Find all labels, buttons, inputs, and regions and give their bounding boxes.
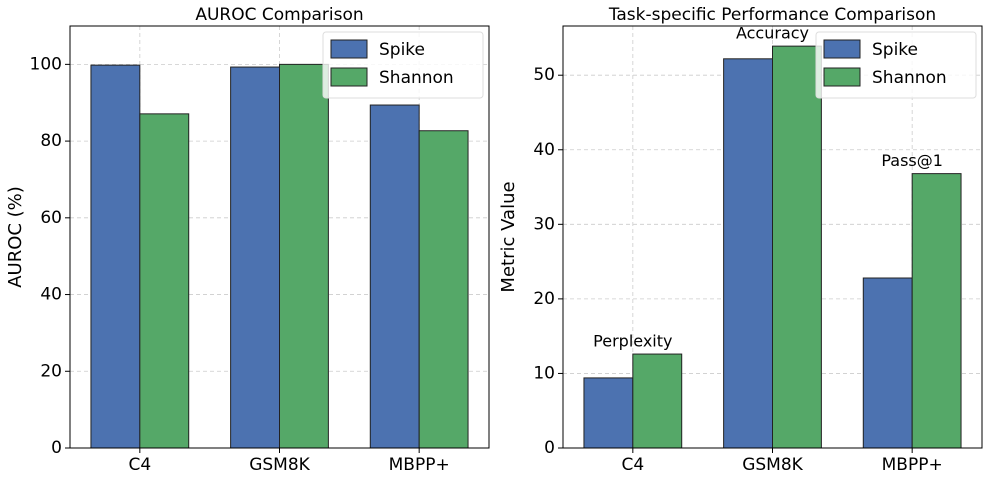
bar	[772, 45, 822, 449]
bar	[230, 66, 281, 449]
y-tick-label: 10	[533, 363, 555, 383]
annotation: Pass@1	[881, 151, 943, 170]
y-tick-label: 20	[40, 361, 62, 381]
y-tick-label: 50	[533, 65, 555, 85]
legend-swatch	[330, 67, 368, 87]
chart-title: Task-specific Performance Comparison	[608, 5, 936, 25]
y-axis-label: Metric Value	[498, 181, 519, 292]
y-tick-label: 20	[533, 289, 555, 309]
annotation: Perplexity	[593, 332, 672, 351]
chart-title: AUROC Comparison	[195, 5, 363, 25]
y-tick-label: 80	[40, 131, 62, 151]
legend-swatch	[823, 39, 861, 59]
legend-label: Shannon	[379, 68, 454, 88]
plot-frame	[69, 25, 490, 449]
y-tick-label: 100	[30, 54, 62, 74]
legend-label: Spike	[379, 40, 425, 60]
legend-label: Spike	[872, 40, 918, 60]
legend: Spike Shannon	[322, 31, 484, 99]
x-tick-label: C4	[128, 455, 151, 475]
x-tick-label: MBPP+	[882, 455, 943, 475]
y-tick-label: 40	[40, 285, 62, 305]
bar	[90, 64, 141, 449]
bar	[418, 130, 469, 449]
chart-panel: 0 10 20 30 40 50 C4 Perplexity GSM8K Accuracy MBPP…	[498, 5, 983, 475]
y-axis-label: AUROC (%)	[5, 186, 26, 288]
bar	[583, 377, 634, 449]
annotation: Accuracy	[736, 24, 809, 43]
bar	[632, 353, 683, 449]
x-tick-label: GSM8K	[249, 455, 310, 475]
y-tick-label: 0	[51, 438, 62, 458]
bar	[911, 173, 962, 449]
legend-swatch	[330, 39, 368, 59]
bar	[862, 277, 913, 449]
bar	[369, 104, 420, 449]
legend-label: Shannon	[872, 68, 947, 88]
y-tick-label: 30	[533, 214, 555, 234]
legend: Spike Shannon	[815, 31, 977, 99]
bar	[139, 113, 190, 449]
y-tick-label: 0	[544, 438, 555, 458]
bar	[279, 63, 329, 449]
y-tick-label: 40	[533, 140, 555, 160]
legend-swatch	[823, 67, 861, 87]
chart-panel: 0 20 40 60 80 100 C4 GSM8K MBPP+ AUROC Comparison…	[5, 5, 490, 475]
y-tick-label: 60	[40, 208, 62, 228]
x-tick-label: C4	[621, 455, 644, 475]
x-tick-label: GSM8K	[742, 455, 803, 475]
x-tick-label: MBPP+	[389, 455, 450, 475]
plot-frame	[562, 25, 983, 449]
bar	[723, 58, 773, 449]
